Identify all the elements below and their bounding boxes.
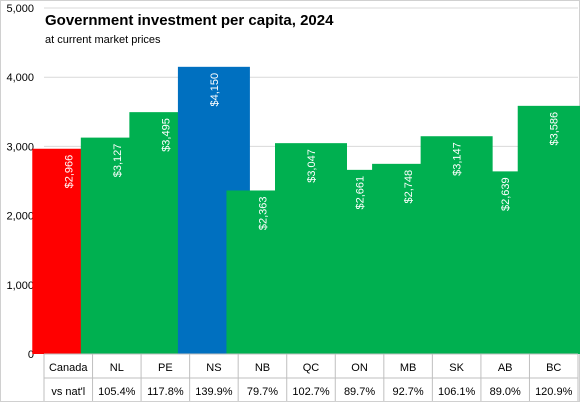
bar-data-label: $3,586 bbox=[549, 112, 561, 146]
bar-data-labels: $2,966 $3,127 $3,495 $4,150 $2,363 $3,047 $2,6… bbox=[63, 73, 560, 230]
y-tick-label: 2,000 bbox=[6, 211, 34, 223]
x-category-label: QC bbox=[303, 362, 320, 374]
table-row-value: 120.9% bbox=[535, 386, 573, 398]
x-category-label: NS bbox=[206, 362, 221, 374]
x-category-label: NL bbox=[110, 362, 124, 374]
bar-data-label: $2,639 bbox=[500, 177, 512, 211]
y-tick-label: 3,000 bbox=[6, 141, 34, 153]
bar-data-label: $4,150 bbox=[209, 73, 221, 107]
bar-data-label: $3,127 bbox=[112, 144, 124, 178]
x-category-label: Canada bbox=[49, 362, 88, 374]
x-category-label: NB bbox=[255, 362, 270, 374]
x-category-label: ON bbox=[351, 362, 368, 374]
table-row-value: 79.7% bbox=[247, 386, 278, 398]
y-tick-label: 0 bbox=[28, 349, 34, 361]
chart-subtitle: at current market prices bbox=[45, 34, 161, 46]
y-tick-label: 1,000 bbox=[6, 280, 34, 292]
bar-data-label: $2,748 bbox=[403, 170, 415, 204]
table-row-value: 102.7% bbox=[292, 386, 330, 398]
table-row-value: 117.8% bbox=[147, 386, 184, 398]
y-tick-label: 5,000 bbox=[6, 3, 34, 15]
table-row-value: 139.9% bbox=[195, 386, 233, 398]
bar-data-label: $3,147 bbox=[452, 142, 464, 176]
x-category-label: MB bbox=[400, 362, 417, 374]
bar-data-label: $3,047 bbox=[306, 149, 318, 183]
bar bbox=[517, 105, 580, 354]
table-row-value: 89.0% bbox=[490, 386, 521, 398]
chart-title: Government investment per capita, 2024 bbox=[45, 12, 334, 29]
x-category-label: PE bbox=[158, 362, 173, 374]
bar-data-label: $3,495 bbox=[160, 118, 172, 152]
table-row-label: vs nat'l bbox=[51, 386, 85, 398]
x-category-label: AB bbox=[498, 362, 513, 374]
table-row-value: 89.7% bbox=[344, 386, 375, 398]
y-tick-label: 4,000 bbox=[6, 72, 34, 84]
table-row-value: 106.1% bbox=[438, 386, 476, 398]
table-row-value: 92.7% bbox=[392, 386, 423, 398]
bars bbox=[32, 66, 580, 355]
bar-data-label: $2,363 bbox=[257, 196, 269, 230]
table-row-value: 105.4% bbox=[98, 386, 136, 398]
x-category-label: BC bbox=[546, 362, 561, 374]
bar-data-label: $2,661 bbox=[355, 176, 367, 210]
category-table: Canada NL PE NS NB QC ON MB SK AB BC vs nat'l 105.4%… bbox=[43, 353, 579, 401]
x-category-label: SK bbox=[449, 362, 464, 374]
y-axis-ticks: 0 1,000 2,000 3,000 4,000 5,000 bbox=[6, 3, 34, 361]
bar-data-label: $2,966 bbox=[63, 155, 75, 189]
